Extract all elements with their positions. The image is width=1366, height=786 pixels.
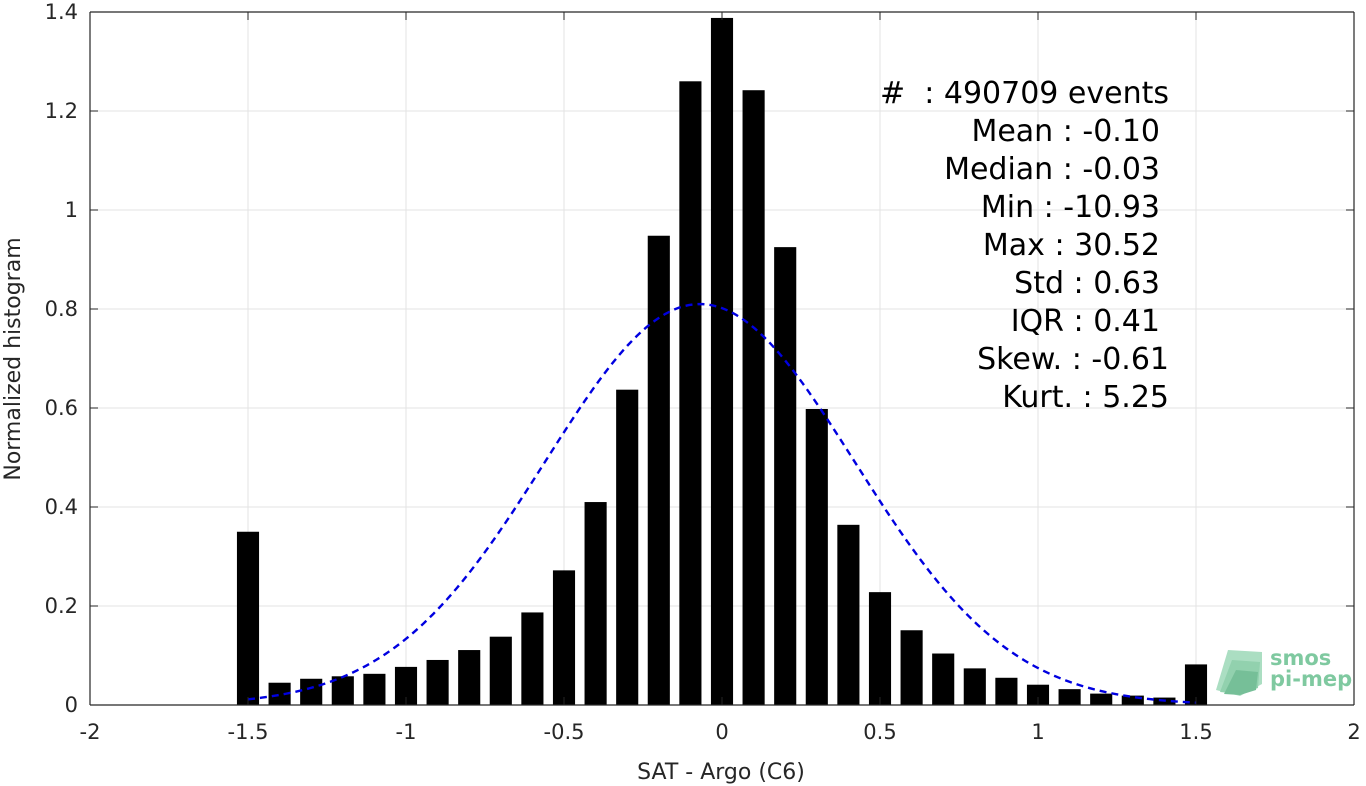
y-tick-label: 0.2 bbox=[45, 594, 78, 618]
x-tick-label: 1 bbox=[1031, 720, 1044, 744]
stats-kurt: Kurt. : 5.25 bbox=[1002, 380, 1169, 415]
histogram-bars bbox=[236, 17, 1208, 706]
stats-min: Min : -10.93 bbox=[981, 190, 1160, 225]
y-axis-title: Normalized histogram bbox=[1, 237, 26, 480]
stats-std: Std : 0.63 bbox=[1014, 266, 1160, 301]
histogram-bar bbox=[710, 17, 734, 705]
histogram-bar bbox=[584, 502, 607, 705]
stats-max: Max : 30.52 bbox=[983, 228, 1160, 263]
histogram-bar bbox=[1184, 664, 1208, 705]
histogram-bar bbox=[963, 668, 986, 705]
stats-iqr: IQR : 0.41 bbox=[1011, 304, 1160, 339]
histogram-bar bbox=[805, 408, 828, 705]
stats-median: Median : -0.03 bbox=[944, 152, 1160, 187]
stats-mean: Mean : -0.10 bbox=[971, 114, 1160, 149]
y-tick-label: 0 bbox=[65, 693, 78, 717]
histogram-bar bbox=[331, 676, 354, 705]
y-tick-label: 0.6 bbox=[45, 396, 78, 420]
histogram-bar bbox=[616, 389, 639, 705]
x-tick-label: -1.5 bbox=[228, 720, 269, 744]
histogram-bar bbox=[868, 592, 892, 705]
histogram-bar bbox=[394, 666, 418, 705]
smos-pimep-logo: smos pi-mep bbox=[1216, 646, 1352, 696]
gaussian-fit-curve bbox=[247, 302, 1197, 704]
histogram-bar bbox=[742, 90, 765, 705]
histogram-bar bbox=[774, 247, 797, 705]
x-axis-title: SAT - Argo (C6) bbox=[637, 760, 805, 785]
histogram-bar bbox=[679, 81, 702, 706]
histogram-bar bbox=[1058, 689, 1081, 705]
histogram-bar bbox=[300, 678, 323, 705]
y-tick-label: 1 bbox=[65, 198, 78, 222]
x-tick-label: 0 bbox=[715, 720, 728, 744]
histogram-bar bbox=[932, 653, 955, 705]
histogram-bar bbox=[268, 682, 291, 705]
stats-skew: Skew. : -0.61 bbox=[977, 342, 1169, 377]
histogram-bar bbox=[363, 673, 386, 705]
y-tick-label: 1.2 bbox=[45, 99, 78, 123]
y-tick-label: 0.4 bbox=[45, 495, 78, 519]
histogram-bar bbox=[1026, 684, 1050, 705]
x-tick-label: -2 bbox=[80, 720, 101, 744]
stats-box: # : 490709 events Mean : -0.10 Median : … bbox=[880, 76, 1169, 415]
x-tick-label: 0.5 bbox=[863, 720, 896, 744]
histogram-bar bbox=[837, 524, 860, 705]
histogram-bar bbox=[900, 630, 923, 705]
axes bbox=[89, 11, 1355, 706]
histogram-bar bbox=[236, 531, 260, 705]
histogram-bar bbox=[647, 235, 670, 706]
logo-text-smos: smos bbox=[1270, 646, 1331, 670]
histogram-bar bbox=[489, 636, 512, 705]
logo-mark-icon bbox=[1216, 650, 1262, 696]
logo-text-pimep: pi-mep bbox=[1270, 667, 1352, 691]
histogram-bar bbox=[1121, 695, 1144, 705]
histogram-bar bbox=[552, 570, 576, 705]
histogram-bar bbox=[1090, 693, 1113, 705]
x-tick-label: -1 bbox=[396, 720, 417, 744]
x-tick-label: 1.5 bbox=[1179, 720, 1212, 744]
y-tick-label: 1.4 bbox=[45, 0, 78, 24]
x-tick-labels: -2 -1.5 -1 -0.5 0 0.5 1 1.5 2 bbox=[80, 720, 1361, 744]
histogram-bar bbox=[426, 659, 449, 705]
x-tick-label: 2 bbox=[1347, 720, 1360, 744]
histogram-bar bbox=[995, 677, 1018, 705]
x-tick-label: -0.5 bbox=[544, 720, 585, 744]
y-tick-label: 0.8 bbox=[45, 297, 78, 321]
stats-events: # : 490709 events bbox=[880, 76, 1169, 111]
histogram-bar bbox=[458, 650, 481, 705]
y-tick-labels: 0 0.2 0.4 0.6 0.8 1 1.2 1.4 bbox=[45, 0, 78, 717]
histogram-bar bbox=[521, 612, 544, 705]
